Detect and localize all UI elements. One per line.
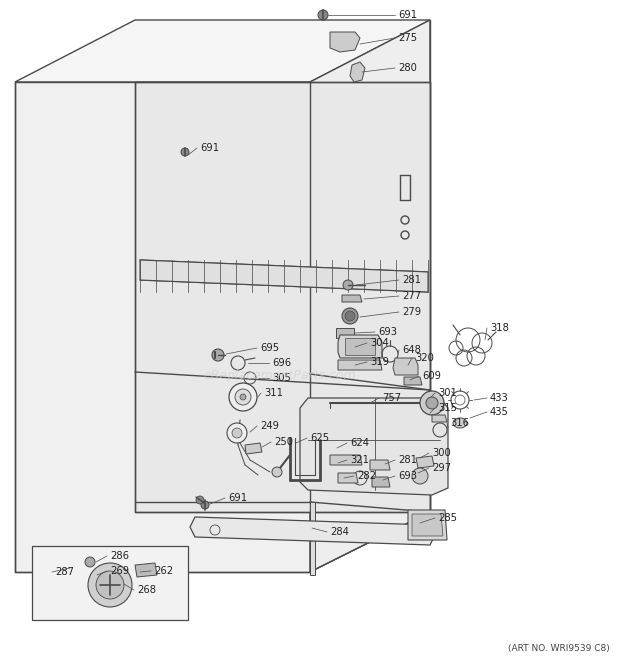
Text: 624: 624 (350, 438, 369, 448)
Polygon shape (404, 377, 422, 385)
Polygon shape (350, 62, 365, 82)
Circle shape (426, 397, 438, 409)
Circle shape (229, 383, 257, 411)
Polygon shape (342, 295, 362, 302)
Text: 316: 316 (450, 418, 469, 428)
Text: 696: 696 (272, 358, 291, 368)
Text: 320: 320 (415, 353, 434, 363)
Circle shape (420, 391, 444, 415)
Polygon shape (372, 477, 390, 487)
Text: 297: 297 (432, 463, 451, 473)
Polygon shape (408, 510, 447, 540)
Text: 281: 281 (402, 275, 421, 285)
Circle shape (196, 496, 204, 504)
Polygon shape (432, 415, 447, 422)
Text: 757: 757 (382, 393, 401, 403)
Circle shape (412, 468, 428, 484)
Polygon shape (300, 398, 448, 495)
Text: 648: 648 (402, 345, 421, 355)
Text: 282: 282 (357, 471, 376, 481)
Text: 433: 433 (490, 393, 509, 403)
Circle shape (85, 557, 95, 567)
Polygon shape (453, 418, 467, 428)
Text: 693: 693 (378, 327, 397, 337)
Text: 304: 304 (370, 338, 389, 348)
Circle shape (96, 571, 124, 599)
Text: 262: 262 (154, 566, 173, 576)
Polygon shape (338, 360, 382, 370)
Polygon shape (345, 338, 375, 355)
Circle shape (345, 311, 355, 321)
Circle shape (227, 423, 247, 443)
Text: 435: 435 (490, 407, 509, 417)
Text: 286: 286 (110, 551, 129, 561)
Text: 321: 321 (350, 455, 369, 465)
Text: 287: 287 (55, 567, 74, 577)
Polygon shape (338, 335, 382, 358)
Polygon shape (416, 456, 434, 468)
Polygon shape (135, 563, 157, 577)
Text: 269: 269 (110, 566, 129, 576)
Text: 280: 280 (398, 63, 417, 73)
Text: 284: 284 (330, 527, 349, 537)
Circle shape (272, 467, 282, 477)
Text: 693: 693 (398, 471, 417, 481)
Text: 609: 609 (422, 371, 441, 381)
Polygon shape (15, 20, 430, 82)
Text: 315: 315 (438, 403, 457, 413)
Polygon shape (32, 546, 188, 620)
Text: 300: 300 (432, 448, 451, 458)
Polygon shape (190, 517, 435, 545)
Text: 268: 268 (137, 585, 156, 595)
Circle shape (235, 389, 251, 405)
Text: 625: 625 (310, 433, 329, 443)
Text: 250: 250 (274, 437, 293, 447)
Circle shape (232, 428, 242, 438)
Polygon shape (140, 260, 428, 292)
Text: 691: 691 (200, 143, 219, 153)
Text: 285: 285 (438, 513, 457, 523)
Text: 277: 277 (402, 291, 421, 301)
Polygon shape (245, 443, 262, 454)
Text: 691: 691 (398, 10, 417, 20)
Circle shape (181, 148, 189, 156)
Circle shape (342, 308, 358, 324)
Text: 279: 279 (402, 307, 421, 317)
Circle shape (212, 349, 224, 361)
Circle shape (318, 10, 328, 20)
Polygon shape (310, 20, 430, 572)
Text: 281: 281 (398, 455, 417, 465)
Text: 311: 311 (264, 388, 283, 398)
Circle shape (88, 563, 132, 607)
Text: 695: 695 (260, 343, 279, 353)
Circle shape (343, 280, 353, 290)
Polygon shape (15, 82, 310, 572)
Text: 301: 301 (438, 388, 457, 398)
Text: (ART NO. WRI9539 C8): (ART NO. WRI9539 C8) (508, 644, 610, 652)
Text: 275: 275 (398, 33, 417, 43)
Text: 319: 319 (370, 357, 389, 367)
Circle shape (201, 501, 209, 509)
Polygon shape (393, 358, 418, 375)
Text: eReplacementParts.com: eReplacementParts.com (204, 368, 356, 381)
Polygon shape (336, 328, 354, 338)
Polygon shape (370, 460, 390, 470)
Text: 691: 691 (228, 493, 247, 503)
Polygon shape (338, 473, 358, 483)
Polygon shape (310, 502, 315, 575)
Circle shape (240, 394, 246, 400)
Text: 249: 249 (260, 421, 279, 431)
Polygon shape (135, 82, 430, 512)
Text: 305: 305 (272, 373, 291, 383)
Text: 318: 318 (490, 323, 509, 333)
Polygon shape (330, 455, 362, 465)
Circle shape (309, 535, 315, 541)
Polygon shape (330, 32, 360, 52)
Polygon shape (412, 514, 443, 536)
